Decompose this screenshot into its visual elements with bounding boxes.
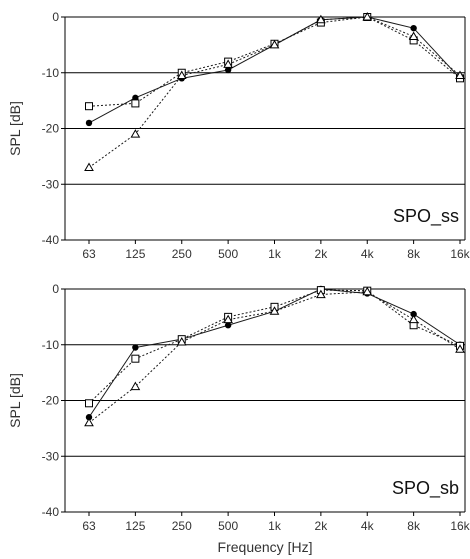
x-tick-label: 250 [172, 247, 192, 261]
data-point-triangle [408, 314, 419, 324]
x-tick-label: 500 [218, 247, 238, 261]
data-point-triangle [455, 344, 465, 353]
data-point-square [85, 102, 93, 111]
data-point-triangle [362, 286, 373, 296]
y-tick-label: -30 [42, 449, 60, 463]
data-point-triangle [408, 31, 419, 41]
x-tick-label: 16k [450, 519, 470, 533]
y-tick-label: -20 [42, 394, 60, 408]
x-tick-label: 250 [172, 519, 192, 533]
x-tick-label: 2k [315, 247, 329, 261]
data-point-triangle [269, 39, 280, 49]
x-tick-label: 125 [125, 519, 145, 533]
data-point-circle [410, 310, 417, 318]
x-tick-label: 1k [268, 519, 282, 533]
data-point-triangle [455, 70, 465, 80]
y-axis-label: SPL [dB] [7, 373, 23, 428]
data-point-triangle [84, 417, 94, 427]
panel-title: SPO_sb [392, 478, 459, 499]
x-tick-label: 4k [361, 247, 375, 261]
chart-panel-1: 0 -10 -20 -30 -40 63 125 250 500 1k 2k 4k 8k 16k SPL [… [7, 10, 470, 261]
x-tick-label: 8k [407, 247, 421, 261]
y-tick-label: -10 [42, 338, 60, 352]
data-point-square [131, 354, 140, 363]
data-point-triangle [130, 381, 141, 391]
data-point-circle [224, 322, 232, 329]
data-point-circle [410, 24, 417, 32]
data-point-triangle [176, 336, 187, 346]
data-point-triangle [223, 59, 233, 68]
x-tick-label: 16k [450, 247, 470, 261]
y-axis-label: SPL [dB] [7, 101, 23, 156]
y-tick-label: 0 [52, 10, 59, 24]
series-line-2 [88, 16, 461, 107]
x-tick-label: 8k [407, 519, 421, 533]
x-tick-label: 1k [268, 247, 282, 261]
data-point-triangle [316, 14, 326, 24]
x-tick-label: 125 [125, 247, 145, 261]
data-point-triangle [362, 11, 373, 21]
data-point-circle [85, 119, 93, 127]
data-point-triangle [223, 314, 233, 324]
series-line-3 [88, 16, 461, 168]
x-tick-label: 63 [82, 519, 96, 533]
x-tick-label: 500 [218, 519, 238, 533]
y-tick-label: -10 [42, 66, 60, 80]
data-point-circle [132, 344, 139, 351]
panel-title: SPO_ss [393, 206, 459, 227]
x-axis-label: Frequency [Hz] [218, 539, 313, 555]
y-tick-label: -20 [42, 122, 60, 136]
x-tick-label: 4k [361, 519, 375, 533]
y-tick-label: 0 [52, 282, 59, 296]
data-point-triangle [316, 289, 326, 299]
data-point-triangle [269, 306, 280, 315]
y-tick-label: -30 [42, 177, 60, 191]
data-point-triangle [176, 70, 187, 80]
data-point-circle [85, 414, 93, 421]
x-tick-label: 63 [82, 247, 96, 261]
data-point-square [85, 399, 93, 408]
x-tick-label: 2k [315, 519, 329, 533]
data-point-triangle [130, 129, 141, 138]
y-tick-label: -40 [42, 233, 60, 247]
chart-panel-2: 0 -10 -20 -30 -40 63 125 250 500 1k 2k 4k 8k 16k SPL [… [7, 282, 470, 555]
data-point-triangle [84, 162, 94, 172]
y-tick-label: -40 [42, 505, 60, 519]
data-point-square [131, 99, 140, 108]
data-point-circle [224, 66, 232, 74]
